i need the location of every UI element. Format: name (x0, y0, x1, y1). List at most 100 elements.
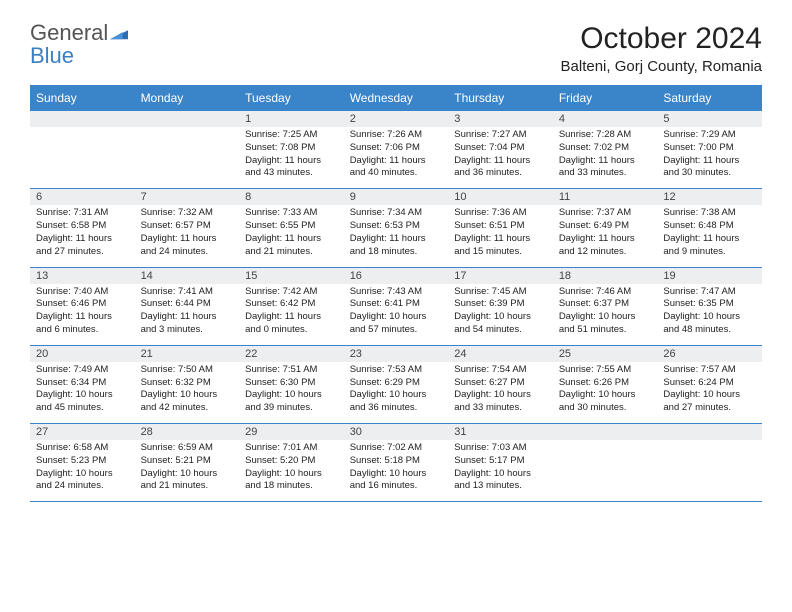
calendar-week-row: 20Sunrise: 7:49 AMSunset: 6:34 PMDayligh… (30, 345, 762, 423)
weekday-header: Thursday (448, 86, 553, 111)
sunrise-text: Sunrise: 7:37 AM (559, 207, 652, 220)
logo-text-block: General Blue (30, 22, 128, 68)
calendar-day-cell: 10Sunrise: 7:36 AMSunset: 6:51 PMDayligh… (448, 189, 553, 267)
sunrise-text: Sunrise: 7:40 AM (36, 286, 129, 299)
day-number: 23 (344, 346, 449, 362)
day-number: 4 (553, 111, 658, 127)
sunrise-text: Sunrise: 7:45 AM (454, 286, 547, 299)
sunset-text: Sunset: 6:26 PM (559, 377, 652, 390)
day-number: 25 (553, 346, 658, 362)
sunset-text: Sunset: 6:32 PM (141, 377, 234, 390)
day-content: Sunrise: 7:43 AMSunset: 6:41 PMDaylight:… (344, 284, 449, 345)
day-content (657, 440, 762, 498)
day-content: Sunrise: 7:40 AMSunset: 6:46 PMDaylight:… (30, 284, 135, 345)
day-content (135, 127, 240, 185)
day-number: 2 (344, 111, 449, 127)
daylight-text: Daylight: 11 hours and 24 minutes. (141, 233, 234, 259)
calendar-day-cell: 6Sunrise: 7:31 AMSunset: 6:58 PMDaylight… (30, 189, 135, 267)
day-number: 22 (239, 346, 344, 362)
calendar-day-cell: 8Sunrise: 7:33 AMSunset: 6:55 PMDaylight… (239, 189, 344, 267)
day-content: Sunrise: 7:47 AMSunset: 6:35 PMDaylight:… (657, 284, 762, 345)
day-content: Sunrise: 7:45 AMSunset: 6:39 PMDaylight:… (448, 284, 553, 345)
day-number: 1 (239, 111, 344, 127)
month-title: October 2024 (561, 22, 762, 56)
sunrise-text: Sunrise: 7:47 AM (663, 286, 756, 299)
sunrise-text: Sunrise: 7:31 AM (36, 207, 129, 220)
day-content: Sunrise: 7:42 AMSunset: 6:42 PMDaylight:… (239, 284, 344, 345)
calendar-day-cell: 14Sunrise: 7:41 AMSunset: 6:44 PMDayligh… (135, 267, 240, 345)
calendar-day-cell: 4Sunrise: 7:28 AMSunset: 7:02 PMDaylight… (553, 111, 658, 189)
daylight-text: Daylight: 10 hours and 18 minutes. (245, 468, 338, 494)
sunrise-text: Sunrise: 7:29 AM (663, 129, 756, 142)
day-number: 18 (553, 268, 658, 284)
calendar-day-cell: 1Sunrise: 7:25 AMSunset: 7:08 PMDaylight… (239, 111, 344, 189)
sunset-text: Sunset: 6:57 PM (141, 220, 234, 233)
day-content: Sunrise: 7:49 AMSunset: 6:34 PMDaylight:… (30, 362, 135, 423)
daylight-text: Daylight: 11 hours and 36 minutes. (454, 155, 547, 181)
sunset-text: Sunset: 7:06 PM (350, 142, 443, 155)
day-content: Sunrise: 7:37 AMSunset: 6:49 PMDaylight:… (553, 205, 658, 266)
daylight-text: Daylight: 10 hours and 21 minutes. (141, 468, 234, 494)
calendar-day-cell: 17Sunrise: 7:45 AMSunset: 6:39 PMDayligh… (448, 267, 553, 345)
calendar-day-cell: 9Sunrise: 7:34 AMSunset: 6:53 PMDaylight… (344, 189, 449, 267)
day-number (553, 424, 658, 440)
calendar-day-cell: 7Sunrise: 7:32 AMSunset: 6:57 PMDaylight… (135, 189, 240, 267)
day-number: 12 (657, 189, 762, 205)
calendar-day-cell: 11Sunrise: 7:37 AMSunset: 6:49 PMDayligh… (553, 189, 658, 267)
day-content: Sunrise: 7:41 AMSunset: 6:44 PMDaylight:… (135, 284, 240, 345)
day-content: Sunrise: 7:55 AMSunset: 6:26 PMDaylight:… (553, 362, 658, 423)
weekday-header: Sunday (30, 86, 135, 111)
sunset-text: Sunset: 6:53 PM (350, 220, 443, 233)
calendar-body: 1Sunrise: 7:25 AMSunset: 7:08 PMDaylight… (30, 111, 762, 502)
sunrise-text: Sunrise: 7:34 AM (350, 207, 443, 220)
daylight-text: Daylight: 10 hours and 27 minutes. (663, 389, 756, 415)
day-number: 9 (344, 189, 449, 205)
calendar-day-cell: 16Sunrise: 7:43 AMSunset: 6:41 PMDayligh… (344, 267, 449, 345)
calendar-day-cell: 29Sunrise: 7:01 AMSunset: 5:20 PMDayligh… (239, 424, 344, 502)
logo-word-general: General (30, 20, 108, 45)
day-content: Sunrise: 7:33 AMSunset: 6:55 PMDaylight:… (239, 205, 344, 266)
daylight-text: Daylight: 11 hours and 30 minutes. (663, 155, 756, 181)
day-content: Sunrise: 7:32 AMSunset: 6:57 PMDaylight:… (135, 205, 240, 266)
daylight-text: Daylight: 10 hours and 57 minutes. (350, 311, 443, 337)
day-number (657, 424, 762, 440)
sunset-text: Sunset: 6:29 PM (350, 377, 443, 390)
sunrise-text: Sunrise: 7:51 AM (245, 364, 338, 377)
sunset-text: Sunset: 7:00 PM (663, 142, 756, 155)
daylight-text: Daylight: 11 hours and 6 minutes. (36, 311, 129, 337)
calendar-week-row: 27Sunrise: 6:58 AMSunset: 5:23 PMDayligh… (30, 424, 762, 502)
calendar-day-cell: 26Sunrise: 7:57 AMSunset: 6:24 PMDayligh… (657, 345, 762, 423)
header: General Blue October 2024 Balteni, Gorj … (30, 22, 762, 75)
calendar-day-cell (657, 424, 762, 502)
day-number: 8 (239, 189, 344, 205)
sunrise-text: Sunrise: 7:43 AM (350, 286, 443, 299)
calendar-week-row: 13Sunrise: 7:40 AMSunset: 6:46 PMDayligh… (30, 267, 762, 345)
sunset-text: Sunset: 6:35 PM (663, 298, 756, 311)
sunset-text: Sunset: 5:18 PM (350, 455, 443, 468)
calendar-day-cell: 28Sunrise: 6:59 AMSunset: 5:21 PMDayligh… (135, 424, 240, 502)
sunset-text: Sunset: 6:55 PM (245, 220, 338, 233)
day-content: Sunrise: 7:54 AMSunset: 6:27 PMDaylight:… (448, 362, 553, 423)
sunrise-text: Sunrise: 7:54 AM (454, 364, 547, 377)
daylight-text: Daylight: 10 hours and 36 minutes. (350, 389, 443, 415)
calendar-day-cell: 5Sunrise: 7:29 AMSunset: 7:00 PMDaylight… (657, 111, 762, 189)
day-content: Sunrise: 7:50 AMSunset: 6:32 PMDaylight:… (135, 362, 240, 423)
daylight-text: Daylight: 10 hours and 48 minutes. (663, 311, 756, 337)
day-number: 7 (135, 189, 240, 205)
sunrise-text: Sunrise: 7:50 AM (141, 364, 234, 377)
day-number: 30 (344, 424, 449, 440)
weekday-header: Friday (553, 86, 658, 111)
calendar-day-cell: 3Sunrise: 7:27 AMSunset: 7:04 PMDaylight… (448, 111, 553, 189)
weekday-header: Monday (135, 86, 240, 111)
calendar-day-cell: 15Sunrise: 7:42 AMSunset: 6:42 PMDayligh… (239, 267, 344, 345)
day-content (30, 127, 135, 185)
day-content: Sunrise: 7:36 AMSunset: 6:51 PMDaylight:… (448, 205, 553, 266)
daylight-text: Daylight: 11 hours and 43 minutes. (245, 155, 338, 181)
sunrise-text: Sunrise: 7:28 AM (559, 129, 652, 142)
sunset-text: Sunset: 6:27 PM (454, 377, 547, 390)
day-content: Sunrise: 7:02 AMSunset: 5:18 PMDaylight:… (344, 440, 449, 501)
sunrise-text: Sunrise: 7:32 AM (141, 207, 234, 220)
sunrise-text: Sunrise: 7:02 AM (350, 442, 443, 455)
day-number: 28 (135, 424, 240, 440)
day-content: Sunrise: 7:03 AMSunset: 5:17 PMDaylight:… (448, 440, 553, 501)
